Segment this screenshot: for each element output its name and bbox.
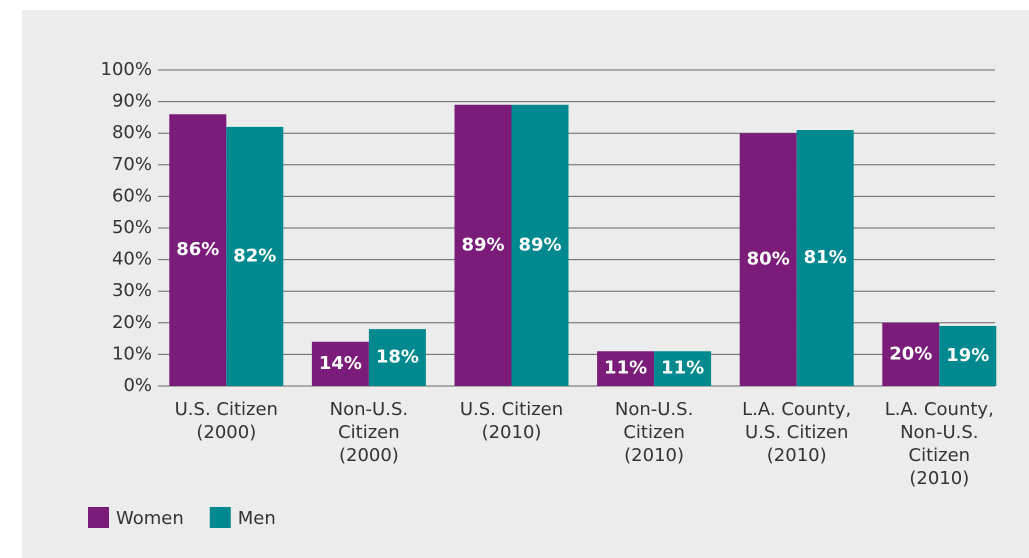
y-tick-label: 30% <box>112 280 152 301</box>
value-label: 89% <box>518 234 561 255</box>
legend-label: Women <box>116 508 184 529</box>
bar <box>796 130 854 386</box>
value-label: 82% <box>233 245 276 266</box>
value-label: 20% <box>889 343 932 364</box>
legend-swatch <box>209 507 231 528</box>
y-tick-label: 80% <box>112 122 152 143</box>
x-tick-label: Non-U.S. Citizen (2010) <box>615 399 693 466</box>
x-tick-label: Non-U.S. Citizen (2000) <box>330 399 408 466</box>
value-label: 18% <box>376 347 419 368</box>
bar <box>368 329 426 386</box>
y-tick-label: 40% <box>112 249 152 270</box>
x-tick-label-line: (2010) <box>482 422 542 443</box>
value-label: 86% <box>176 239 219 260</box>
x-tick-label-line: Citizen <box>623 422 685 443</box>
x-tick-label-line: U.S. Citizen <box>745 422 848 443</box>
y-tick-label: 70% <box>112 154 152 175</box>
y-tick-label: 10% <box>112 343 152 364</box>
value-label: 19% <box>946 345 989 366</box>
bar <box>654 351 712 386</box>
bar <box>597 351 655 386</box>
x-tick-label: U.S. Citizen (2010) <box>460 399 563 443</box>
bar <box>311 341 369 386</box>
y-tick-label: 60% <box>112 185 152 206</box>
x-tick-label-line: Non-U.S. <box>615 399 693 420</box>
bar <box>169 114 227 387</box>
bar <box>882 322 940 386</box>
x-tick-label-line: Non-U.S. <box>330 399 408 420</box>
x-tick-label-line: Citizen <box>909 445 971 466</box>
x-tick-label-line: Non-U.S. <box>900 422 978 443</box>
value-label: 14% <box>319 353 362 374</box>
y-tick-label: 90% <box>112 91 152 112</box>
value-label: 11% <box>604 358 647 379</box>
x-tick-label-line: L.A. County, <box>885 399 994 420</box>
x-tick-label-line: U.S. Citizen <box>460 399 563 420</box>
value-label: 80% <box>747 249 790 270</box>
bar <box>739 133 797 386</box>
value-label: 89% <box>461 234 504 255</box>
x-tick-label-line: (2010) <box>767 445 827 466</box>
x-tick-label-line: U.S. Citizen <box>175 399 278 420</box>
x-tick-label-line: (2010) <box>624 445 684 466</box>
bar <box>454 104 512 386</box>
x-tick-label-line: (2000) <box>339 445 399 466</box>
y-tick-label: 20% <box>112 312 152 333</box>
y-tick-label: 100% <box>101 59 152 80</box>
legend-label: Men <box>238 508 276 529</box>
bar <box>226 126 284 386</box>
x-tick-label: L.A. County, Non-U.S. Citizen (2010) <box>885 399 994 489</box>
x-tick-label-line: (2000) <box>196 422 256 443</box>
x-tick-label: U.S. Citizen (2000) <box>175 399 278 443</box>
legend-swatch <box>88 507 109 528</box>
x-tick-label: L.A. County, U.S. Citizen (2010) <box>742 399 851 466</box>
bar <box>511 104 569 386</box>
y-tick-label: 50% <box>112 217 152 238</box>
value-label: 11% <box>661 358 704 379</box>
y-tick-label: 0% <box>123 375 152 396</box>
x-tick-label-line: L.A. County, <box>742 399 851 420</box>
value-label: 81% <box>804 247 847 268</box>
x-tick-label-line: (2010) <box>909 468 969 489</box>
x-tick-label-line: Citizen <box>338 422 400 443</box>
bar <box>939 325 997 386</box>
